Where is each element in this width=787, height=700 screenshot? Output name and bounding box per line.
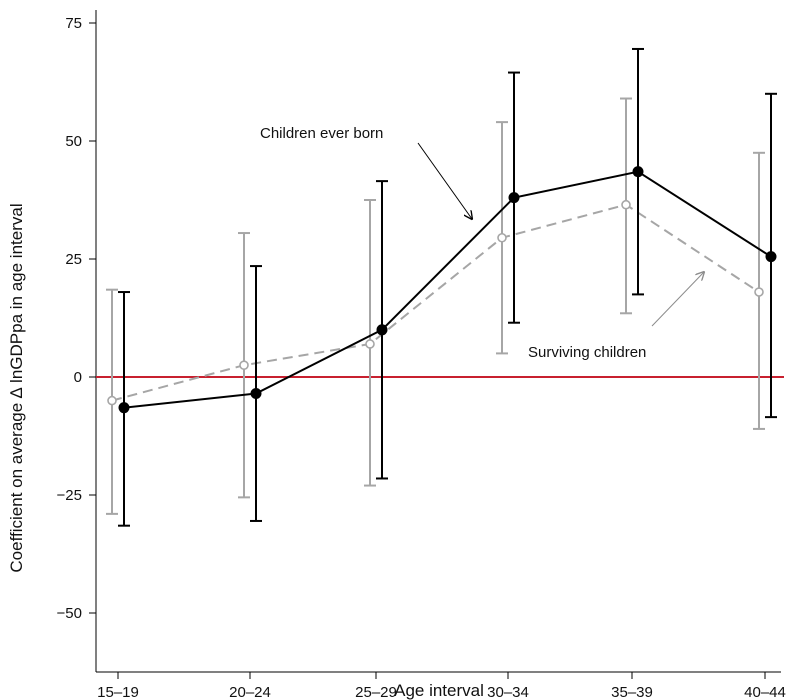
axes: −50 −25 0 25 50 75 15–19 20–24 25–29 30–34 35–39 40… — [57, 10, 786, 700]
data-point — [250, 388, 262, 400]
x-tick-label: 35–39 — [611, 684, 653, 700]
data-point — [376, 324, 388, 336]
data-point — [107, 395, 117, 406]
series-line — [111, 203, 760, 402]
x-tick-label: 15–19 — [97, 684, 139, 700]
y-tick-label: −25 — [57, 487, 82, 504]
y-tick-label: −50 — [57, 605, 82, 622]
series-line — [123, 170, 772, 409]
data-point — [365, 339, 375, 349]
series-surviving-children — [106, 97, 765, 515]
x-axis-title: Age interval — [394, 681, 484, 700]
x-tick-label: 25–29 — [355, 684, 397, 700]
x-tick-label: 30–34 — [487, 684, 529, 700]
series-children-ever-born — [118, 47, 777, 527]
annotation-arrow-children-ever-born — [417, 142, 472, 219]
y-tick-label: 25 — [65, 251, 82, 268]
data-point — [765, 251, 777, 263]
y-tick-label: 0 — [74, 369, 82, 386]
y-tick-label: 50 — [65, 133, 82, 150]
data-point — [621, 199, 631, 210]
annotation-layer: Children ever born Surviving children — [260, 125, 704, 361]
data-point — [508, 192, 520, 204]
data-point — [118, 402, 130, 414]
data-point — [497, 232, 507, 243]
data-point — [632, 166, 644, 178]
series-layer — [106, 47, 777, 527]
x-tick-label: 40–44 — [744, 684, 786, 700]
data-point — [754, 287, 764, 297]
annotation-surviving-children: Surviving children — [528, 344, 646, 361]
annotation-arrow-surviving-children — [651, 272, 704, 327]
data-point — [239, 360, 249, 371]
y-tick-label: 75 — [65, 15, 82, 32]
annotation-children-ever-born: Children ever born — [260, 125, 383, 142]
y-axis-title: Coefficient on average ∆ lnGDPpa in age … — [7, 203, 26, 572]
x-tick-label: 20–24 — [229, 684, 271, 700]
